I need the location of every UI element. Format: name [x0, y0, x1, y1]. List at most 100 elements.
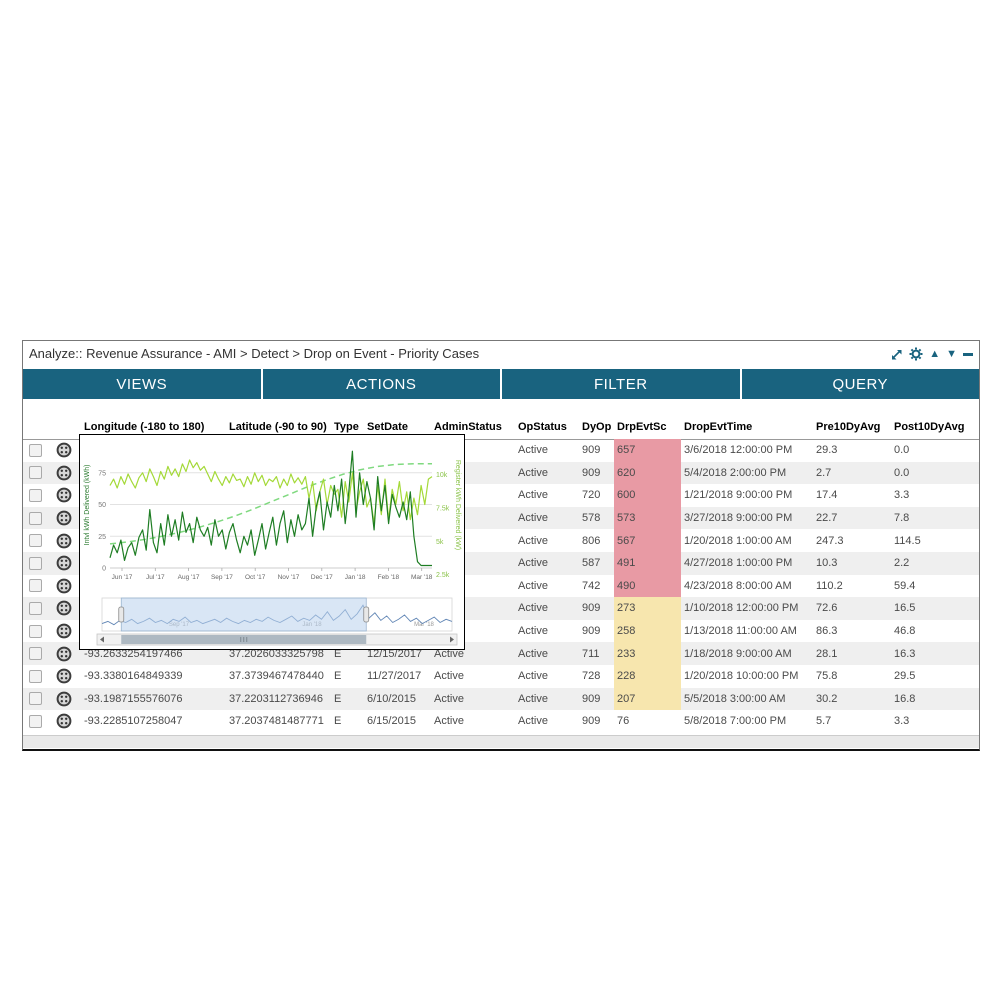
column-header-opstatus[interactable]: OpStatus — [518, 421, 567, 433]
meter-icon[interactable] — [56, 578, 72, 594]
cell-drp-evt-sc: 567 — [614, 529, 681, 552]
column-header-pre10dyavg[interactable]: Pre10DyAvg — [816, 421, 881, 433]
cell-op-status: Active — [518, 489, 548, 502]
cell-dy-op: 909 — [582, 692, 601, 705]
meter-icon[interactable] — [56, 691, 72, 707]
row-checkbox[interactable] — [28, 466, 42, 480]
cell-set-date: 6/10/2015 — [367, 692, 416, 705]
meter-icon-cell — [47, 688, 81, 711]
cell-dy-op: 578 — [582, 512, 601, 525]
meter-icon-cell — [47, 575, 81, 598]
tab-views[interactable]: VIEWS — [23, 369, 261, 399]
svg-text:Nov '17: Nov '17 — [278, 574, 300, 581]
cell-type: E — [334, 692, 342, 705]
row-checkbox[interactable] — [28, 714, 42, 728]
meter-icon[interactable] — [56, 713, 72, 729]
minimize-icon[interactable] — [963, 352, 973, 356]
meter-icon-cell — [47, 552, 81, 575]
expand-icon[interactable] — [890, 348, 903, 361]
cell-dy-op: 728 — [582, 670, 601, 683]
cell-post10: 0.0 — [894, 444, 910, 457]
cell-pre10: 17.4 — [816, 489, 838, 502]
table-row: Active 909 657 3/6/2018 12:00:00 PM 29.3 0.0 — [23, 439, 979, 462]
row-checkbox[interactable] — [28, 692, 42, 706]
row-checkbox[interactable] — [28, 669, 42, 683]
svg-text:Aug '17: Aug '17 — [178, 574, 200, 581]
cell-drop-evt-time: 1/10/2018 12:00:00 PM — [684, 602, 799, 615]
column-header-dropevttime[interactable]: DropEvtTime — [684, 421, 753, 433]
column-header-setdate[interactable]: SetDate — [367, 421, 408, 433]
meter-icon[interactable] — [56, 668, 72, 684]
meter-icon[interactable] — [56, 465, 72, 481]
cell-op-status: Active — [518, 692, 548, 705]
meter-icon-cell — [47, 462, 81, 485]
row-checkbox[interactable] — [28, 647, 42, 661]
navigator-selection[interactable] — [120, 597, 367, 632]
tab-query[interactable]: QUERY — [741, 369, 979, 399]
row-checkbox[interactable] — [28, 601, 42, 615]
tab-actions[interactable]: ACTIONS — [262, 369, 500, 399]
cell-admin-status: Active — [434, 670, 464, 683]
meter-icon-cell — [47, 529, 81, 552]
meter-icon-cell — [47, 507, 81, 530]
column-header-type[interactable]: Type — [334, 421, 359, 433]
cell-dy-op: 909 — [582, 466, 601, 479]
meter-icon-cell — [47, 597, 81, 620]
cell-pre10: 75.8 — [816, 670, 838, 683]
column-header-latitude-90-to-90[interactable]: Latitude (-90 to 90) — [229, 421, 327, 433]
checkbox-cell — [23, 710, 47, 733]
navigator-handle-left[interactable] — [118, 606, 125, 623]
meter-icon[interactable] — [56, 623, 72, 639]
meter-icon[interactable] — [56, 600, 72, 616]
cell-op-status: Active — [518, 670, 548, 683]
cell-dy-op: 720 — [582, 489, 601, 502]
meter-icon[interactable] — [56, 510, 72, 526]
title-bar: Analyze:: Revenue Assurance - AMI > Dete… — [23, 341, 979, 368]
checkbox-cell — [23, 462, 47, 485]
trend-chart: 0 25 50 75 2.5k 5k 7.5k 10k Jun '17 Jul '17 Aug '1… — [84, 450, 461, 646]
navigator-handle-right[interactable] — [363, 606, 370, 623]
cell-op-status: Active — [518, 466, 548, 479]
column-header-drpevtsc[interactable]: DrpEvtSc — [617, 421, 667, 433]
cell-dy-op: 711 — [582, 647, 600, 660]
cell-longitude: -93.3380164849339 — [84, 670, 183, 683]
row-checkbox[interactable] — [28, 624, 42, 638]
window-controls: ▲ ▼ — [890, 345, 973, 363]
cell-dy-op: 806 — [582, 534, 601, 547]
row-checkbox[interactable] — [28, 579, 42, 593]
cell-set-date: 6/15/2015 — [367, 715, 416, 728]
column-header-dyop[interactable]: DyOp — [582, 421, 612, 433]
checkbox-cell — [23, 597, 47, 620]
cell-pre10: 30.2 — [816, 692, 838, 705]
meter-icon[interactable] — [56, 646, 72, 662]
cell-dy-op: 909 — [582, 715, 601, 728]
cell-dy-op: 909 — [582, 625, 601, 638]
column-header-adminstatus[interactable]: AdminStatus — [434, 421, 502, 433]
table-row: -93.3380164849339 37.3739467478440 E 11/27/… — [23, 664, 979, 688]
cell-pre10: 2.7 — [816, 466, 832, 479]
row-checkbox[interactable] — [28, 556, 42, 570]
column-header-post10dyavg[interactable]: Post10DyAvg — [894, 421, 965, 433]
cell-drop-evt-time: 4/27/2018 1:00:00 PM — [684, 557, 793, 570]
cell-post10: 59.4 — [894, 579, 916, 592]
meter-icon[interactable] — [56, 555, 72, 571]
cell-op-status: Active — [518, 715, 548, 728]
cell-drp-evt-sc: 233 — [614, 642, 681, 665]
row-checkbox[interactable] — [28, 443, 42, 457]
navigator-scroll-left-arrow[interactable] — [100, 636, 104, 643]
row-checkbox[interactable] — [28, 488, 42, 502]
cell-set-date: 11/27/2017 — [367, 670, 422, 683]
row-checkbox[interactable] — [28, 511, 42, 525]
collapse-up-icon[interactable]: ▲ — [929, 348, 941, 360]
tab-filter[interactable]: FILTER — [502, 369, 740, 399]
row-checkbox[interactable] — [28, 534, 42, 548]
svg-text:Jan '18: Jan '18 — [345, 574, 366, 581]
meter-icon[interactable] — [56, 487, 72, 503]
horizontal-scrollbar[interactable] — [23, 735, 979, 748]
column-header-longitude-180-to-180[interactable]: Longitude (-180 to 180) — [84, 421, 205, 433]
navigator-scroll-right-arrow[interactable] — [450, 636, 454, 643]
meter-icon[interactable] — [56, 442, 72, 458]
settings-gear-icon[interactable] — [909, 347, 923, 361]
meter-icon[interactable] — [56, 533, 72, 549]
expand-down-icon[interactable]: ▼ — [946, 348, 957, 360]
